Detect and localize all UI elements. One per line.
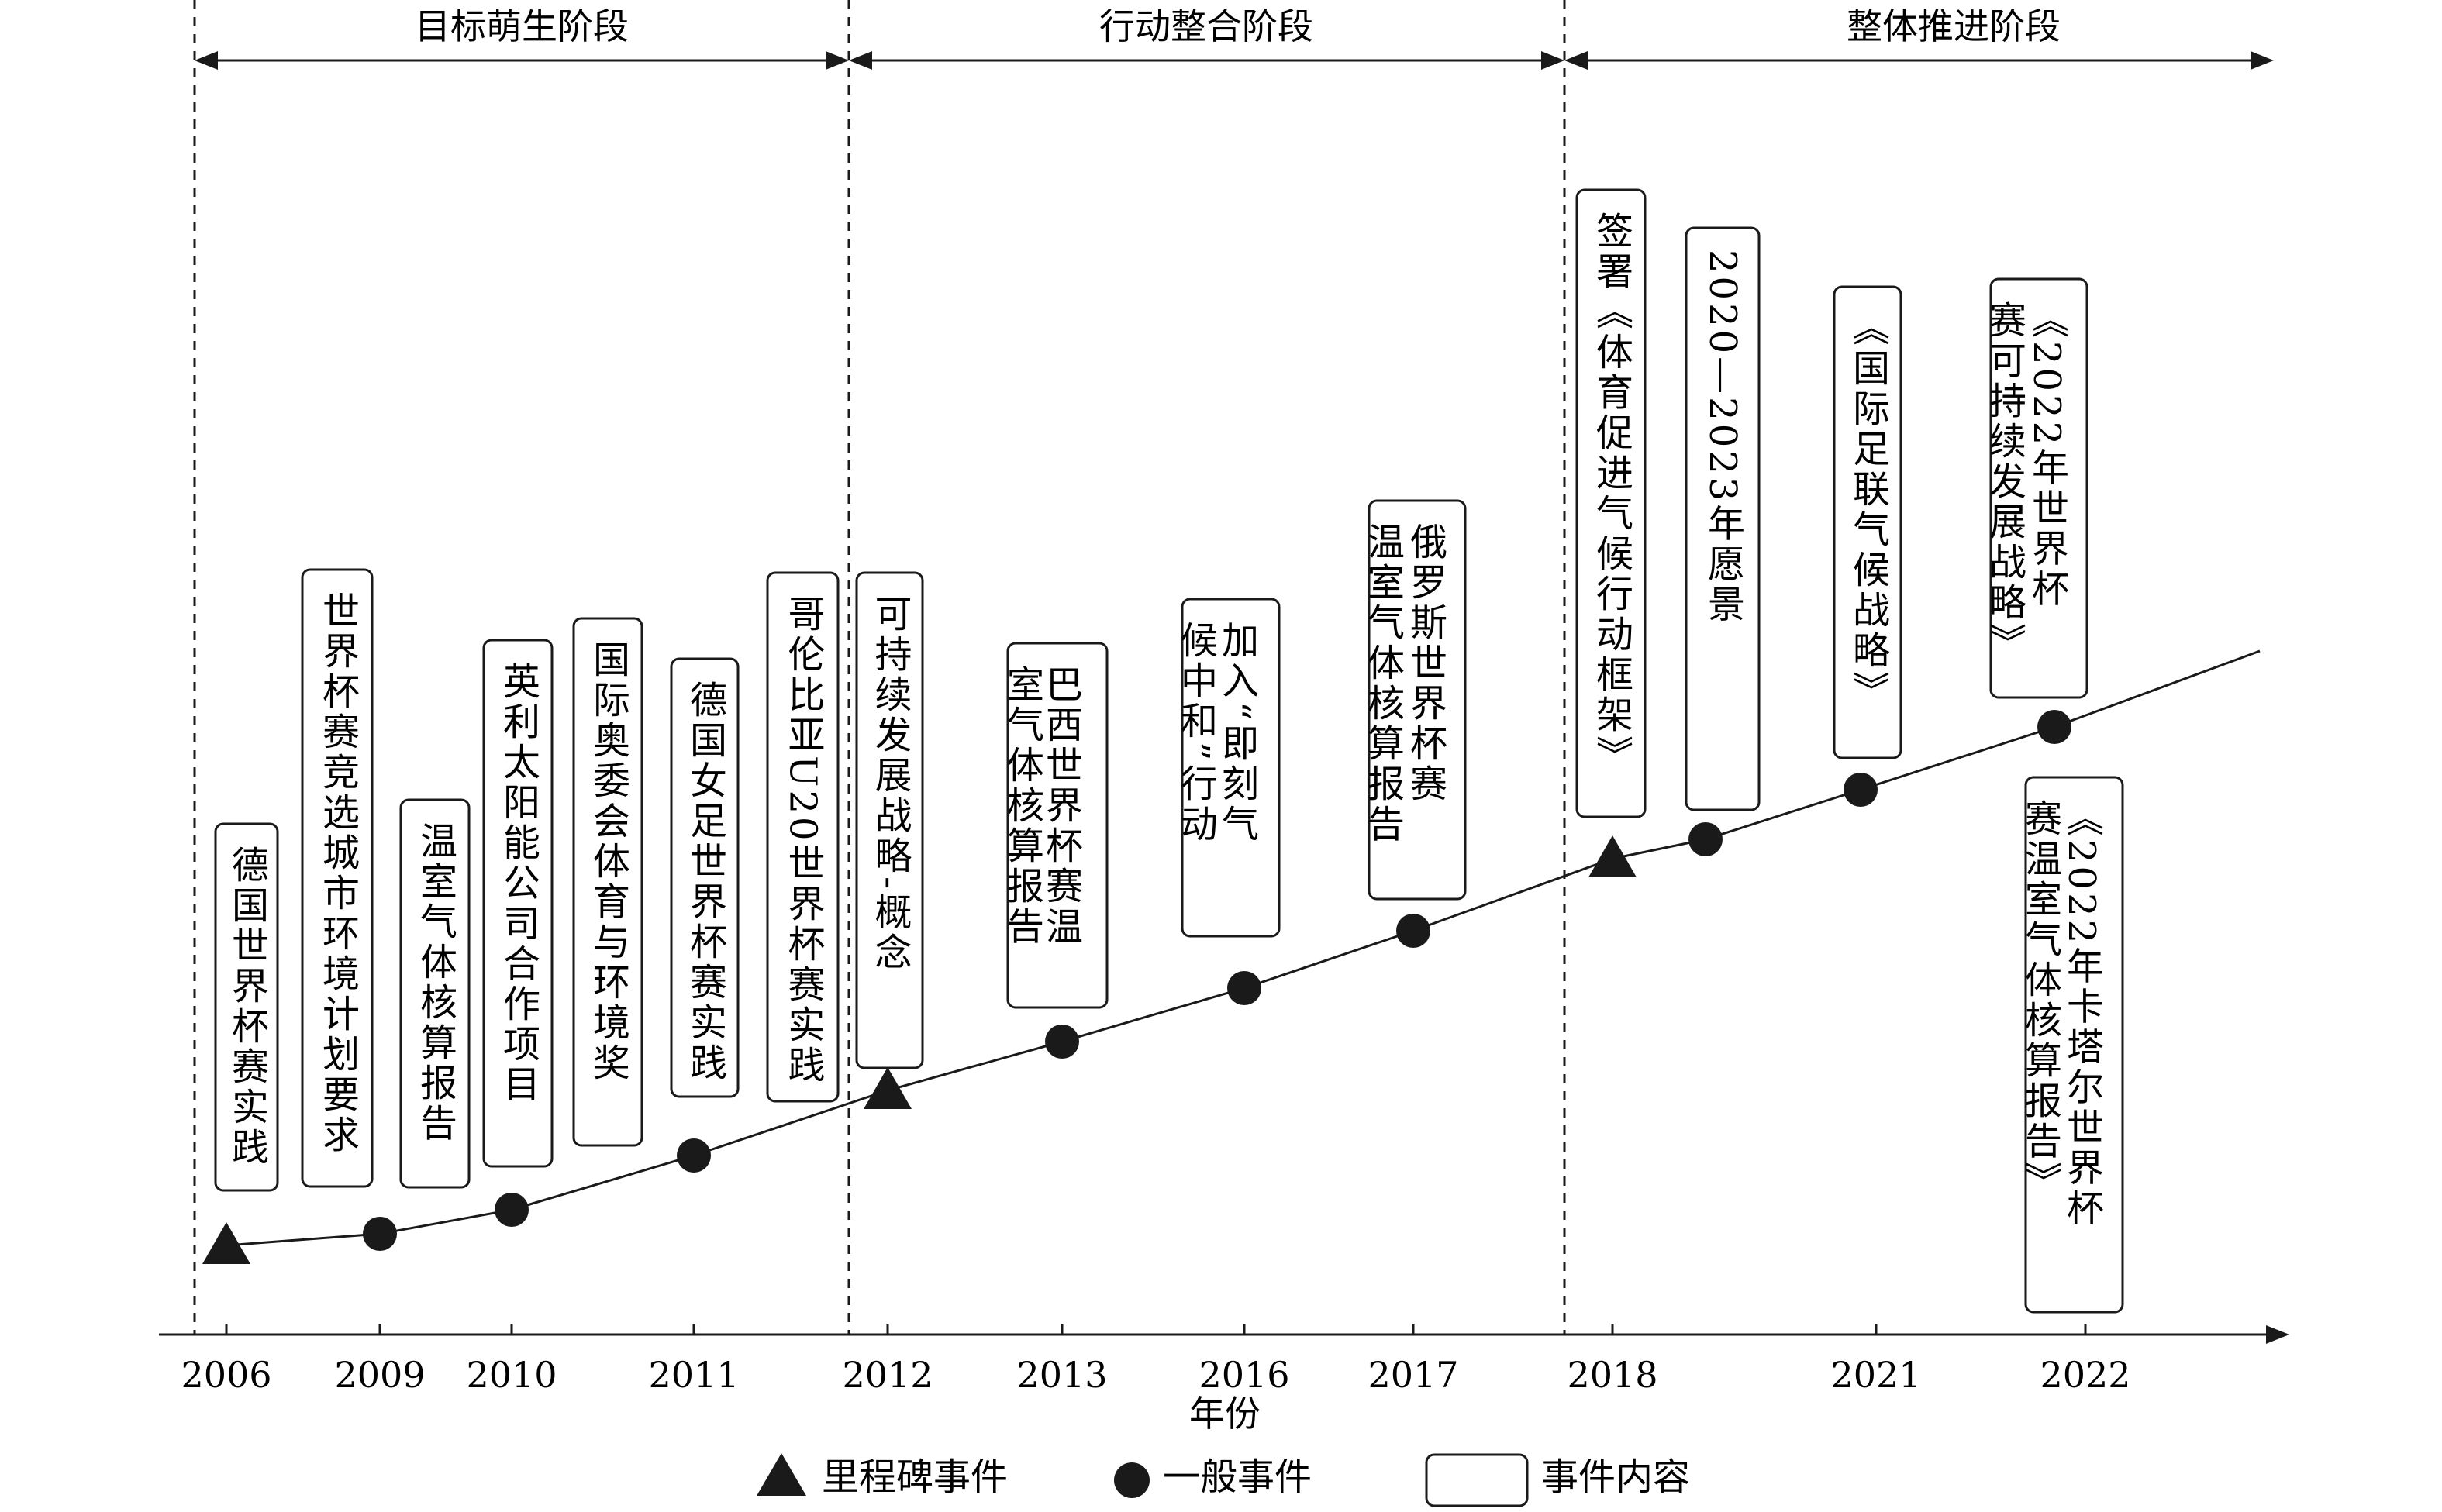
event-content-box xyxy=(670,657,740,1098)
general-event-marker xyxy=(495,1193,529,1227)
event-content-text: 俄罗斯世界杯赛 xyxy=(1403,522,1447,804)
event-content-box xyxy=(399,798,471,1189)
event-content-box xyxy=(1833,285,1902,759)
event-content-text: 《2022年卡塔尔世界杯 xyxy=(2060,799,2103,1228)
event-content-text: 国际奥委会体育与环境奖 xyxy=(586,640,629,1083)
event-content-text: 巴西世界杯赛温 xyxy=(1039,665,1082,947)
event-content-box xyxy=(1989,277,2088,699)
event-content-text: 室气体核算报告 xyxy=(1000,665,1043,947)
general-event-marker xyxy=(2037,710,2071,744)
event-content-text: 赛温室气体核算报告》 xyxy=(2018,799,2061,1202)
general-event-marker xyxy=(1688,822,1723,856)
event-content-text: 德国世界杯赛实践 xyxy=(225,846,268,1168)
event-content-box xyxy=(1368,499,1467,901)
general-event-marker xyxy=(1844,773,1878,807)
event-content-box xyxy=(1685,226,1761,811)
event-content-box xyxy=(572,617,643,1147)
event-content-box xyxy=(214,822,279,1192)
event-content-box xyxy=(766,571,840,1103)
event-content-box xyxy=(301,568,374,1188)
x-axis-title: 年份 xyxy=(1189,1393,1261,1435)
legend-content-label: 事件内容 xyxy=(1541,1455,1690,1499)
event-content-text: 温室气体核算报告 xyxy=(413,821,457,1144)
event-content-text: 世界杯赛竞选城市环境计划要求 xyxy=(316,591,359,1156)
event-content-text: 温室气体核算报告 xyxy=(1361,522,1404,845)
event-content-box xyxy=(855,571,924,1069)
event-boxes: 德国世界杯赛实践 世界杯赛竞选城市环境计划要求 温室气体核算报告 英利太阳能公司合作项… xyxy=(214,188,2124,1314)
legend-general-label: 一般事件 xyxy=(1163,1455,1312,1499)
event-markers xyxy=(202,710,2071,1264)
milestone-marker xyxy=(1588,835,1637,877)
general-event-marker xyxy=(677,1138,711,1173)
event-content-text: 赛可持续发展战略》 xyxy=(1982,301,2026,663)
phase-label: 目标萌生阶段 xyxy=(415,5,629,47)
event-content-text: 加入“即刻气 xyxy=(1215,621,1258,845)
general-event-marker xyxy=(363,1217,397,1251)
legend-general-marker xyxy=(1114,1462,1150,1498)
event-content-box xyxy=(2024,776,2124,1314)
event-content-text: 德国女足世界杯赛实践 xyxy=(683,680,726,1083)
x-tick-label: 2011 xyxy=(648,1354,739,1396)
general-event-marker xyxy=(1045,1025,1079,1059)
legend-milestone-marker xyxy=(757,1453,806,1496)
phase-label: 整体推进阶段 xyxy=(1847,5,2061,47)
x-tick-label: 2022 xyxy=(2040,1354,2130,1396)
general-event-marker xyxy=(1396,914,1430,948)
x-tick-label: 2006 xyxy=(181,1354,271,1396)
x-tick-label: 2012 xyxy=(842,1354,933,1396)
legend: 里程碑事件 一般事件 事件内容 xyxy=(757,1453,1690,1507)
x-tick-label: 2013 xyxy=(1016,1354,1107,1396)
event-content-text: 哥伦比亚U20世界杯赛实践 xyxy=(781,594,825,1086)
legend-milestone-label: 里程碑事件 xyxy=(822,1455,1008,1499)
event-content-box xyxy=(1181,598,1281,938)
event-content-text: 2020—2023年愿景 xyxy=(1701,250,1744,625)
phase-label: 行动整合阶段 xyxy=(1099,5,1313,47)
x-tick-label: 2010 xyxy=(466,1354,557,1396)
general-event-marker xyxy=(1227,971,1261,1005)
event-content-box xyxy=(1575,188,1647,818)
x-tick-label: 2016 xyxy=(1199,1354,1289,1396)
milestone-marker xyxy=(864,1067,912,1109)
event-content-box xyxy=(482,639,554,1168)
legend-content-marker xyxy=(1425,1453,1529,1507)
x-axis-ticks: 2006 2009 2010 2011 2012 2013 2016 2017 2018 2021… xyxy=(181,1324,2131,1396)
milestone-marker xyxy=(202,1222,250,1264)
event-content-text: 候中和”行动 xyxy=(1174,621,1217,845)
event-content-text: 英利太阳能公司合作项目 xyxy=(496,662,540,1105)
event-content-text: 《2022年世界杯 xyxy=(2025,301,2068,609)
event-content-text: 《国际足联气候战略》 xyxy=(1846,308,1889,711)
event-content-box xyxy=(1006,642,1109,1009)
x-tick-label: 2018 xyxy=(1567,1354,1657,1396)
event-content-text: 签署《体育促进气候行动框架》 xyxy=(1589,212,1633,776)
event-content-text: 可持续发展战略-概念 xyxy=(868,594,912,973)
x-tick-label: 2021 xyxy=(1830,1354,1921,1396)
x-tick-label: 2017 xyxy=(1368,1354,1458,1396)
x-tick-label: 2009 xyxy=(334,1354,425,1396)
